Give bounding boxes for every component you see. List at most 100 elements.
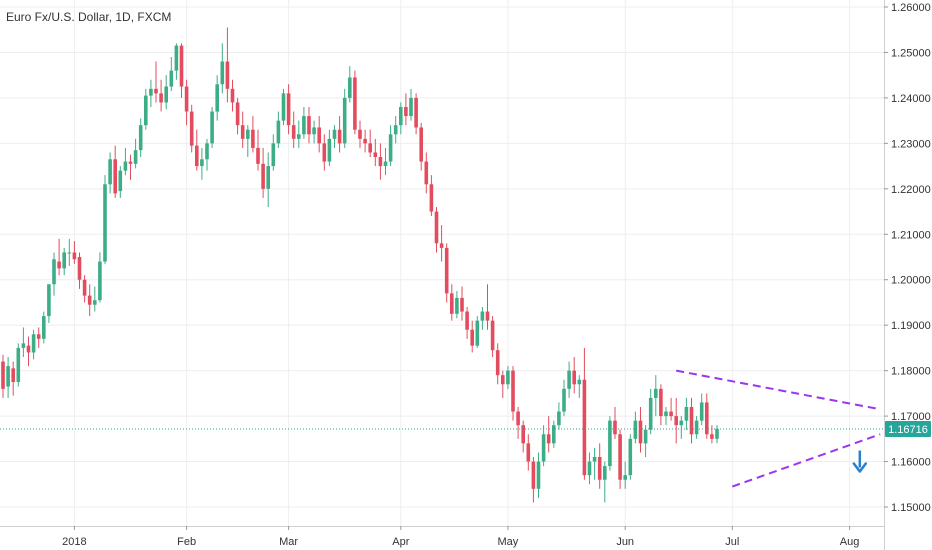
candle (261, 147, 265, 198)
candle (710, 425, 714, 444)
time-tick-label: Aug (840, 536, 860, 548)
arrow-head (852, 462, 868, 473)
candle-body (210, 111, 214, 144)
time-tick-label: 2018 (62, 536, 86, 548)
candle-body (679, 420, 684, 426)
candle-body (138, 125, 143, 151)
candle (103, 175, 107, 264)
candle (664, 407, 668, 426)
candle-body (480, 311, 485, 321)
candle (11, 361, 15, 396)
candle-body (256, 147, 260, 164)
candle-body (526, 443, 531, 462)
candle-body (669, 411, 673, 417)
candle-body (694, 420, 699, 435)
candle-body (164, 86, 168, 103)
time-tick-label: Jun (616, 536, 634, 548)
candle (337, 116, 342, 153)
candle (159, 79, 163, 112)
candle (72, 241, 77, 264)
candle-body (67, 252, 72, 254)
candle (31, 329, 36, 360)
candle-body (317, 127, 321, 144)
candle (393, 116, 398, 144)
candle (455, 291, 459, 319)
candle (52, 252, 56, 296)
candle (439, 225, 444, 262)
candle (77, 252, 82, 289)
candle (128, 154, 133, 180)
candle-body (501, 375, 505, 385)
price-axis[interactable]: 1.15000 1.16000 1.17000 1.18000 1.19000 1.200… (884, 2, 931, 514)
candle (200, 147, 204, 180)
candle-body (332, 129, 337, 139)
candle-body (424, 161, 429, 185)
candle-body (495, 350, 500, 376)
candle-body (82, 279, 87, 296)
candle-body (633, 420, 638, 439)
candle (501, 370, 505, 398)
candle-body (603, 466, 607, 480)
candle-body (353, 77, 357, 130)
candle-body (169, 70, 174, 87)
candle (603, 461, 607, 503)
candle-body (307, 116, 311, 135)
candle (684, 397, 689, 430)
candle (669, 397, 673, 421)
candle (628, 434, 633, 480)
candle (465, 307, 469, 339)
candle (388, 125, 393, 167)
candle-body (31, 334, 36, 353)
candle (495, 343, 500, 385)
candle (613, 407, 617, 439)
candle-body (506, 370, 510, 385)
candle (383, 147, 388, 176)
candle-body (342, 97, 347, 144)
candle-body (434, 211, 439, 244)
price-tick-label: 1.18000 (891, 366, 931, 378)
candle-body (123, 161, 128, 171)
candle-body (531, 461, 536, 489)
time-tick-label: Apr (392, 536, 409, 548)
candle-body (608, 420, 612, 467)
candle-body (475, 320, 480, 346)
candle (307, 107, 311, 144)
candle (133, 138, 138, 169)
candle-body (154, 88, 158, 94)
candle-body (562, 388, 566, 412)
candle-body (251, 129, 255, 148)
candle (82, 275, 87, 303)
candle (480, 307, 485, 330)
candle (582, 347, 587, 480)
candle-body (470, 329, 474, 346)
candle (174, 43, 179, 80)
candle-body (460, 297, 464, 312)
candle (281, 88, 286, 126)
candle (557, 402, 561, 430)
candle (342, 88, 347, 148)
candle (57, 238, 61, 276)
candle-body (1, 361, 5, 389)
candle (98, 252, 102, 303)
candle-body (16, 347, 21, 382)
candle (414, 93, 418, 135)
candle (215, 75, 219, 121)
candle (506, 366, 510, 389)
time-axis[interactable]: 2018 Feb Mar Apr May Jun Jul Aug (62, 526, 859, 548)
candle-body (144, 95, 148, 126)
candle-body (465, 311, 469, 330)
price-tick-label: 1.21000 (891, 229, 931, 241)
candle-body (215, 84, 219, 112)
candle (113, 145, 117, 198)
time-tick-label: Feb (177, 536, 196, 548)
candle (297, 120, 301, 148)
candle-body (450, 293, 454, 314)
candle-body (618, 434, 622, 480)
candle (715, 425, 719, 444)
candle-body (577, 379, 582, 385)
candle-body (159, 93, 163, 103)
candle (618, 429, 622, 489)
candle-body (77, 257, 82, 280)
candle-body (149, 88, 153, 96)
